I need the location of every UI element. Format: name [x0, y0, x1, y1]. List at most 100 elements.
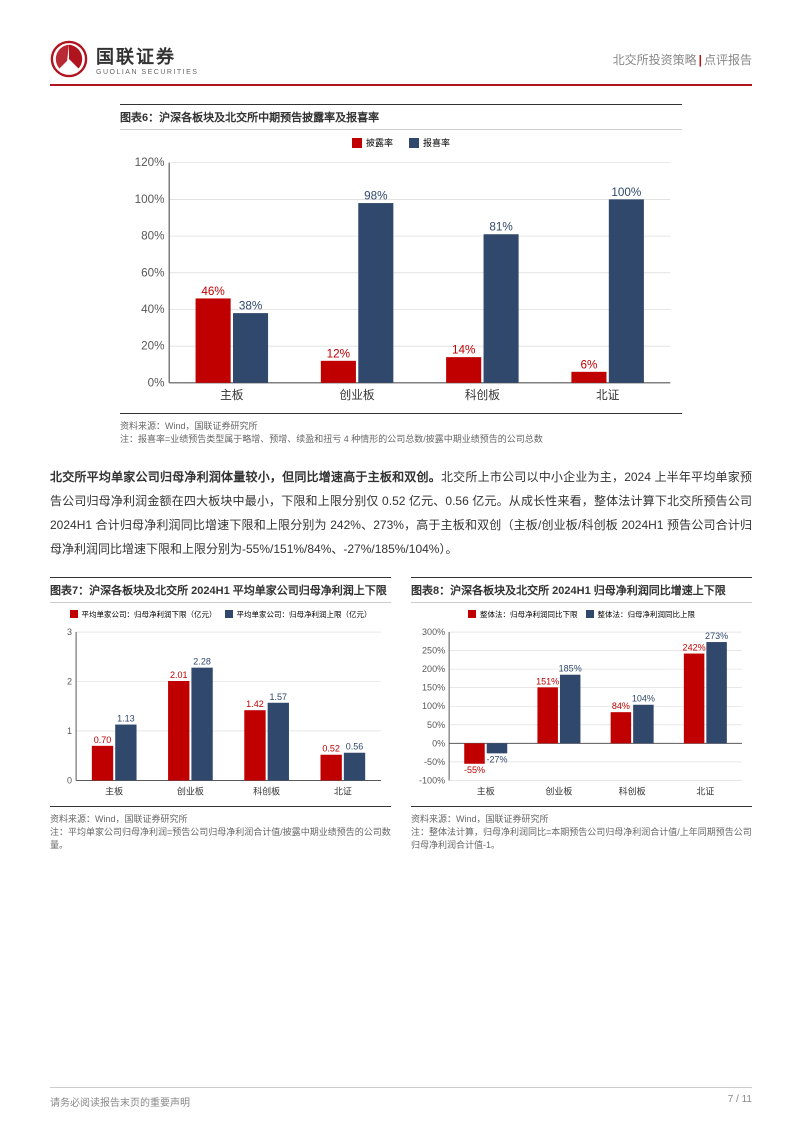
chart8-note: 注：整体法计算，归母净利润同比=本期预告公司归母净利润合计值/上年同期预告公司归… — [411, 825, 752, 851]
svg-text:1.42: 1.42 — [246, 699, 264, 709]
legend-swatch-red — [352, 138, 362, 148]
header-category: 北交所投资策略|点评报告 — [613, 51, 752, 68]
svg-text:主板: 主板 — [477, 785, 495, 796]
chart6-svg: 0%20%40%60%80%100%120%46%38%主板12%98%创业板1… — [120, 151, 682, 409]
chart7-title-bar: 图表7： 沪深各板块及北交所 2024H1 平均单家公司归母净利润上下限 — [50, 577, 391, 603]
chart6-legend-0: 披露率 — [366, 136, 393, 149]
chart7-legend: 平均单家公司：归母净利润下限（亿元） 平均单家公司：归母净利润上限（亿元） — [50, 609, 391, 620]
svg-text:14%: 14% — [452, 344, 475, 357]
svg-text:0.56: 0.56 — [346, 741, 364, 751]
chart6-source: 资料来源：Wind，国联证券研究所 — [120, 419, 682, 432]
svg-text:1.13: 1.13 — [117, 713, 135, 723]
svg-text:-27%: -27% — [486, 754, 507, 764]
chart7-footer: 资料来源：Wind，国联证券研究所 注：平均单家公司归母净利润=预告公司归母净利… — [50, 806, 391, 851]
svg-text:80%: 80% — [141, 230, 164, 243]
svg-text:北证: 北证 — [334, 786, 352, 796]
chart6-wrap: 披露率 报喜率 0%20%40%60%80%100%120%46%38%主板12… — [120, 136, 682, 409]
svg-text:250%: 250% — [422, 645, 445, 655]
svg-text:-55%: -55% — [464, 764, 485, 774]
footer-page-number: 7 / 11 — [728, 1094, 752, 1109]
chart8-legend: 整体法：归母净利润同比下限 整体法：归母净利润同比上限 — [411, 609, 752, 620]
page-footer: 请务必阅读报告末页的重要声明 7 / 11 — [50, 1087, 752, 1109]
svg-text:0.70: 0.70 — [94, 734, 112, 744]
svg-text:0: 0 — [67, 775, 72, 785]
chart6-legend-1: 报喜率 — [423, 136, 450, 149]
report-page: 国联证券 GUOLIAN SECURITIES 北交所投资策略|点评报告 图表6… — [0, 0, 802, 1133]
svg-text:科创板: 科创板 — [619, 785, 646, 796]
svg-text:创业板: 创业板 — [340, 388, 375, 402]
svg-text:创业板: 创业板 — [545, 785, 572, 796]
chart7-col: 图表7： 沪深各板块及北交所 2024H1 平均单家公司归母净利润上下限 平均单… — [50, 577, 391, 852]
chart6-legend: 披露率 报喜率 — [120, 136, 682, 149]
svg-text:1.57: 1.57 — [270, 691, 288, 701]
chart8-legend-0: 整体法：归母净利润同比下限 — [480, 609, 578, 620]
chart6-title-bar: 图表6： 沪深各板块及北交所中期预告披露率及报喜率 — [120, 104, 682, 130]
svg-text:创业板: 创业板 — [177, 785, 204, 796]
svg-text:主板: 主板 — [105, 785, 123, 796]
chart8-source: 资料来源：Wind，国联证券研究所 — [411, 812, 752, 825]
header-category-text: 北交所投资策略 — [613, 53, 697, 67]
svg-text:北证: 北证 — [596, 389, 620, 402]
svg-text:0%: 0% — [148, 376, 165, 389]
brand-logo-icon — [50, 40, 88, 78]
svg-text:40%: 40% — [141, 303, 164, 316]
header-divider — [50, 84, 752, 86]
chart8-title-bar: 图表8： 沪深各板块及北交所 2024H1 归母净利润同比增速上下限 — [411, 577, 752, 603]
chart7-legend-1: 平均单家公司：归母净利润上限（亿元） — [237, 609, 372, 620]
svg-text:60%: 60% — [141, 266, 164, 279]
page-header: 国联证券 GUOLIAN SECURITIES 北交所投资策略|点评报告 — [50, 40, 752, 78]
svg-text:185%: 185% — [559, 663, 582, 673]
svg-text:0%: 0% — [432, 738, 445, 748]
legend-swatch-blue — [225, 610, 233, 618]
svg-text:0.52: 0.52 — [322, 743, 340, 753]
svg-text:20%: 20% — [141, 340, 164, 353]
svg-text:100%: 100% — [135, 193, 165, 206]
chart6-note: 注：报喜率=业绩预告类型属于略增、预增、续盈和扭亏 4 种情形的公司总数/披露中… — [120, 432, 682, 445]
svg-text:120%: 120% — [135, 156, 165, 169]
svg-text:6%: 6% — [580, 358, 597, 371]
chart8-footer: 资料来源：Wind，国联证券研究所 注：整体法计算，归母净利润同比=本期预告公司… — [411, 806, 752, 851]
svg-text:12%: 12% — [327, 347, 350, 360]
svg-text:38%: 38% — [239, 300, 262, 313]
svg-text:2: 2 — [67, 676, 72, 686]
svg-text:84%: 84% — [612, 701, 630, 711]
body-paragraph: 北交所平均单家公司归母净利润体量较小，但同比增速高于主板和双创。北交所上市公司以… — [50, 465, 752, 561]
svg-text:242%: 242% — [683, 642, 706, 652]
svg-text:273%: 273% — [705, 631, 728, 641]
chart7-svg: 0 1 2 3 0.70 1.13 主板 2.01 2.28 创业板 1.42 1.57 科创板 0.52… — [50, 622, 391, 803]
svg-text:科创板: 科创板 — [253, 785, 280, 796]
svg-text:3: 3 — [67, 627, 72, 637]
chart7-label: 图表7： — [50, 582, 89, 598]
svg-text:主板: 主板 — [220, 388, 244, 402]
chart7-source: 资料来源：Wind，国联证券研究所 — [50, 812, 391, 825]
body-bold: 北交所平均单家公司归母净利润体量较小，但同比增速高于主板和双创。 — [50, 470, 441, 484]
chart8-svg: -100%-50%0%50%100%150%200%250%300%-55%-2… — [411, 622, 752, 803]
chart7-note: 注：平均单家公司归母净利润=预告公司归母净利润合计值/披露中期业绩预告的公司数量… — [50, 825, 391, 851]
logo-text-en: GUOLIAN SECURITIES — [96, 69, 198, 76]
charts-row: 图表7： 沪深各板块及北交所 2024H1 平均单家公司归母净利润上下限 平均单… — [50, 577, 752, 852]
footer-disclaimer: 请务必阅读报告末页的重要声明 — [50, 1094, 190, 1109]
svg-text:2.01: 2.01 — [170, 670, 188, 680]
svg-text:81%: 81% — [489, 221, 512, 234]
chart8-title: 沪深各板块及北交所 2024H1 归母净利润同比增速上下限 — [450, 582, 726, 598]
svg-text:科创板: 科创板 — [465, 388, 500, 402]
svg-text:1: 1 — [67, 726, 72, 736]
header-doctype-text: 点评报告 — [704, 53, 752, 67]
svg-text:-100%: -100% — [419, 775, 445, 785]
svg-text:200%: 200% — [422, 664, 445, 674]
svg-text:北证: 北证 — [696, 786, 714, 796]
svg-text:100%: 100% — [611, 186, 641, 199]
svg-text:100%: 100% — [422, 701, 445, 711]
svg-text:2.28: 2.28 — [193, 656, 211, 666]
svg-text:-50%: -50% — [424, 756, 445, 766]
chart8-legend-1: 整体法：归母净利润同比上限 — [598, 609, 696, 620]
chart7-legend-0: 平均单家公司：归母净利润下限（亿元） — [82, 609, 217, 620]
svg-text:98%: 98% — [364, 190, 387, 203]
chart6-title: 沪深各板块及北交所中期预告披露率及报喜率 — [159, 109, 379, 125]
chart8-label: 图表8： — [411, 582, 450, 598]
svg-text:50%: 50% — [427, 719, 445, 729]
legend-swatch-red — [70, 610, 78, 618]
logo-block: 国联证券 GUOLIAN SECURITIES — [50, 40, 198, 78]
chart7-title: 沪深各板块及北交所 2024H1 平均单家公司归母净利润上下限 — [89, 582, 387, 598]
chart6-footer: 资料来源：Wind，国联证券研究所 注：报喜率=业绩预告类型属于略增、预增、续盈… — [120, 413, 682, 445]
